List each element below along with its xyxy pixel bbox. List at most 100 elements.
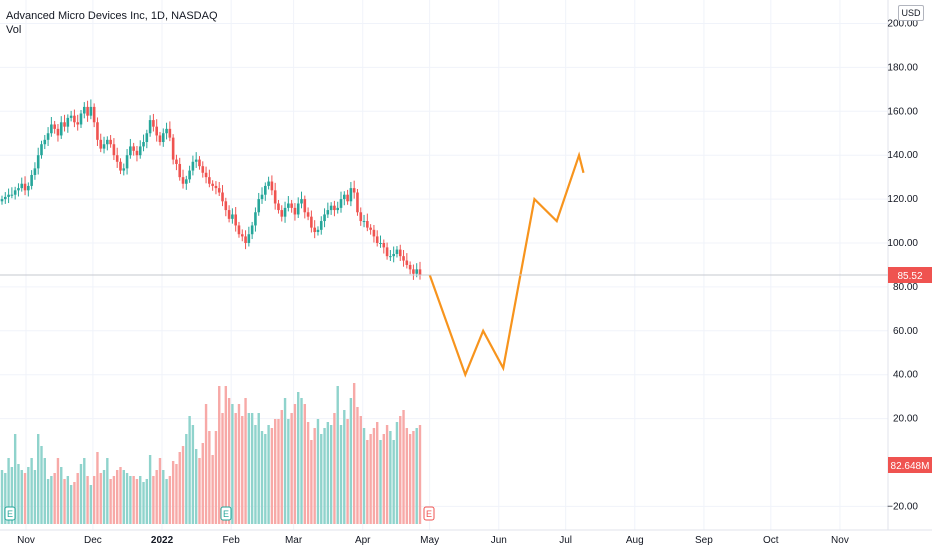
volume-bar bbox=[191, 425, 195, 524]
price-tick-label: 80.00 bbox=[893, 282, 918, 293]
volume-bar bbox=[326, 422, 330, 524]
time-tick-label: Jul bbox=[559, 535, 572, 546]
candle-body bbox=[109, 139, 112, 145]
volume-bar bbox=[30, 458, 33, 524]
volume-bar bbox=[135, 479, 139, 524]
volume-bar bbox=[277, 419, 280, 524]
volume-bar bbox=[188, 416, 191, 524]
candle-body bbox=[122, 168, 126, 171]
candle-body bbox=[372, 229, 376, 237]
volume-bars bbox=[0, 383, 422, 524]
volume-bar bbox=[40, 446, 43, 524]
candle-body bbox=[237, 225, 241, 235]
candle-body bbox=[379, 243, 382, 244]
volume-bar bbox=[204, 404, 208, 524]
candle-body bbox=[198, 159, 201, 167]
volume-bar bbox=[115, 470, 119, 524]
candle-body bbox=[342, 194, 346, 200]
candle-body bbox=[264, 185, 267, 195]
volume-bar bbox=[234, 413, 237, 524]
volume-bar bbox=[260, 431, 264, 524]
volume-bar bbox=[227, 398, 231, 524]
volume-bar bbox=[244, 398, 247, 524]
candle-body bbox=[385, 247, 389, 257]
volume-bar bbox=[395, 422, 399, 524]
candle-body bbox=[412, 269, 415, 274]
price-tick-label: 200.00 bbox=[887, 19, 918, 30]
candle-body bbox=[40, 144, 43, 156]
time-tick-label: Jun bbox=[491, 535, 507, 546]
volume-bar bbox=[139, 476, 142, 524]
candle-body bbox=[148, 120, 152, 134]
candle-body bbox=[231, 214, 234, 219]
candle-body bbox=[260, 194, 264, 200]
candle-body bbox=[356, 192, 359, 213]
time-tick-label: Sep bbox=[695, 535, 713, 546]
volume-bar bbox=[339, 425, 343, 524]
volume-bar bbox=[280, 410, 283, 524]
time-tick-label: Apr bbox=[355, 535, 371, 546]
volume-bar bbox=[185, 434, 188, 524]
volume-bar bbox=[194, 449, 198, 524]
candle-body bbox=[339, 199, 343, 208]
volume-bar bbox=[297, 392, 300, 524]
candle-body bbox=[333, 205, 336, 211]
candle-body bbox=[349, 188, 353, 202]
volume-bar bbox=[382, 434, 385, 524]
volume-legend[interactable]: Vol bbox=[6, 24, 22, 36]
volume-bar bbox=[46, 479, 50, 524]
candle-body bbox=[273, 190, 277, 204]
volume-bar bbox=[145, 479, 149, 524]
volume-bar bbox=[270, 428, 274, 524]
volume-bar bbox=[224, 386, 228, 524]
price-tick-label: 20.00 bbox=[893, 414, 918, 425]
candle-body bbox=[82, 106, 86, 114]
time-tick-label: 2022 bbox=[151, 535, 174, 546]
volume-bar bbox=[20, 470, 23, 524]
candle-body bbox=[283, 207, 287, 217]
currency-label[interactable]: USD bbox=[898, 5, 924, 21]
candle-body bbox=[185, 179, 188, 184]
volume-bar bbox=[310, 440, 313, 524]
symbol-title[interactable]: Advanced Micro Devices Inc, 1D, NASDAQ bbox=[6, 10, 218, 22]
volume-bar bbox=[254, 425, 257, 524]
candle-body bbox=[418, 269, 422, 275]
candle-body bbox=[129, 146, 132, 156]
candle-body bbox=[168, 128, 172, 138]
volume-bar bbox=[359, 416, 362, 524]
candle-body bbox=[395, 249, 399, 254]
last-price-label: 85.52 bbox=[897, 271, 922, 282]
volume-bar bbox=[372, 428, 376, 524]
volume-bar bbox=[385, 425, 389, 524]
volume-bar bbox=[343, 410, 346, 524]
candle-body bbox=[293, 207, 297, 215]
volume-bar bbox=[392, 440, 395, 524]
candle-body bbox=[175, 159, 178, 164]
candlesticks[interactable] bbox=[0, 99, 422, 280]
volume-bar bbox=[181, 446, 185, 524]
price-axis[interactable] bbox=[888, 0, 932, 530]
candle-body bbox=[227, 210, 231, 219]
volume-bar bbox=[369, 434, 372, 524]
candle-body bbox=[287, 203, 290, 208]
time-axis[interactable] bbox=[0, 530, 932, 550]
price-tick-label: −20.00 bbox=[887, 501, 918, 512]
volume-bar bbox=[125, 473, 129, 524]
volume-bar bbox=[293, 404, 297, 524]
volume-bar bbox=[17, 464, 20, 524]
volume-bar bbox=[306, 422, 310, 524]
candle-body bbox=[119, 161, 122, 171]
candle-body bbox=[415, 269, 419, 274]
candle-body bbox=[224, 201, 228, 211]
volume-bar bbox=[323, 428, 326, 524]
volume-bar bbox=[4, 473, 7, 524]
candle-body bbox=[392, 253, 395, 257]
price-tick-label: 160.00 bbox=[887, 106, 918, 117]
price-ticks: 200.00 180.00 160.00 140.00 120.00 100.00 80.0… bbox=[887, 19, 918, 513]
volume-bar bbox=[69, 485, 73, 524]
volume-bar bbox=[86, 476, 89, 524]
volume-bar bbox=[13, 434, 17, 524]
candle-body bbox=[3, 196, 7, 200]
